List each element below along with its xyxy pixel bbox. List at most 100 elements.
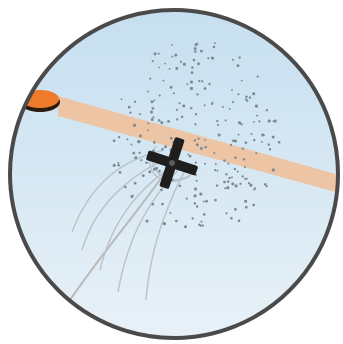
debris-dot: [254, 104, 258, 108]
debris-dot: [224, 187, 227, 190]
debris-dot: [145, 161, 148, 165]
debris-dot: [241, 147, 244, 150]
debris-dot: [225, 173, 228, 176]
debris-dot: [198, 223, 201, 227]
debris-dot: [237, 133, 240, 136]
debris-dot: [191, 66, 194, 69]
debris-dot: [193, 139, 197, 142]
debris-dot: [171, 55, 174, 58]
debris-dot: [231, 176, 233, 179]
debris-dot: [169, 85, 173, 89]
debris-dot: [268, 148, 272, 151]
debris-dot: [178, 102, 181, 105]
debris-dot: [124, 185, 127, 189]
debris-dot: [149, 77, 152, 80]
debris-dot: [249, 183, 253, 187]
debris-dot: [158, 94, 161, 97]
debris-dot: [263, 183, 267, 186]
debris-dot: [245, 177, 248, 180]
debris-dot: [223, 180, 226, 184]
debris-dot: [151, 202, 155, 206]
debris-dot: [133, 181, 137, 185]
debris-dot: [158, 169, 161, 173]
debris-dot: [129, 111, 132, 114]
debris-dot: [160, 121, 164, 125]
debris-dot: [231, 182, 235, 186]
debris-dot: [203, 162, 207, 165]
debris-dot: [191, 217, 194, 220]
debris-dot: [112, 163, 116, 167]
debris-dot: [255, 152, 258, 155]
debris-dot: [214, 168, 217, 172]
debris-dot: [248, 96, 252, 99]
debris-dot: [118, 170, 122, 174]
debris-dot: [271, 168, 275, 172]
debris-dot: [202, 213, 206, 216]
debris-dot: [232, 101, 235, 104]
debris-dot: [153, 52, 157, 56]
debris-dot: [224, 119, 227, 122]
debris-dot: [137, 140, 140, 143]
debris-dot: [211, 101, 214, 105]
debris-dot: [217, 133, 221, 137]
debris-dot: [231, 88, 233, 91]
debris-dot: [234, 184, 238, 188]
debris-dot: [203, 104, 206, 107]
debris-dot: [210, 56, 214, 60]
debris-dot: [223, 159, 226, 162]
debris-dot: [258, 120, 261, 123]
debris-dot: [253, 188, 256, 191]
debris-dot: [215, 184, 219, 187]
debris-dot: [271, 135, 275, 139]
debris-dot: [253, 138, 256, 142]
debris-dot: [117, 161, 120, 164]
debris-dot: [162, 222, 166, 226]
debris-dot: [265, 109, 268, 112]
debris-dot: [157, 52, 160, 55]
debris-dot: [253, 120, 255, 123]
debris-dot: [189, 86, 194, 91]
debris-dot: [127, 105, 131, 109]
debris-dot: [241, 175, 244, 178]
debris-dot: [112, 139, 116, 143]
debris-dot: [178, 184, 182, 188]
debris-dot: [256, 75, 259, 78]
debris-dot: [272, 120, 275, 123]
debris-dot: [201, 80, 204, 83]
debris-dot: [117, 163, 120, 167]
debris-dot: [153, 99, 156, 102]
debris-dot: [240, 122, 243, 126]
debris-dot: [194, 50, 197, 53]
debris-dot: [130, 195, 134, 199]
debris-dot: [195, 143, 199, 147]
debris-dot: [245, 95, 248, 98]
debris-dot: [184, 225, 187, 229]
lens-content: [20, 42, 338, 307]
debris-dot: [117, 136, 121, 139]
debris-dot: [182, 104, 186, 108]
debris-dot: [267, 119, 271, 123]
debris-dot: [221, 105, 224, 108]
debris-dot: [138, 151, 141, 154]
debris-dot: [256, 114, 259, 117]
debris-dot: [244, 166, 246, 169]
debris-dot: [150, 110, 153, 114]
debris-dot: [204, 138, 207, 141]
debris-dot: [161, 202, 164, 206]
debris-dot: [160, 188, 163, 192]
debris-dot: [193, 202, 197, 205]
debris-dot: [237, 219, 241, 223]
debris-dot: [185, 197, 188, 200]
debris-dot: [204, 145, 207, 149]
debris-dot: [176, 118, 179, 121]
debris-dot: [195, 179, 198, 182]
debris-dot: [225, 212, 228, 215]
debris-dot: [157, 119, 161, 122]
debris-dot: [234, 208, 237, 211]
debris-dot: [242, 158, 246, 161]
debris-dot: [153, 167, 156, 171]
debris-dot: [141, 174, 145, 177]
debris-dot: [246, 99, 249, 102]
debris-dot: [228, 176, 231, 180]
